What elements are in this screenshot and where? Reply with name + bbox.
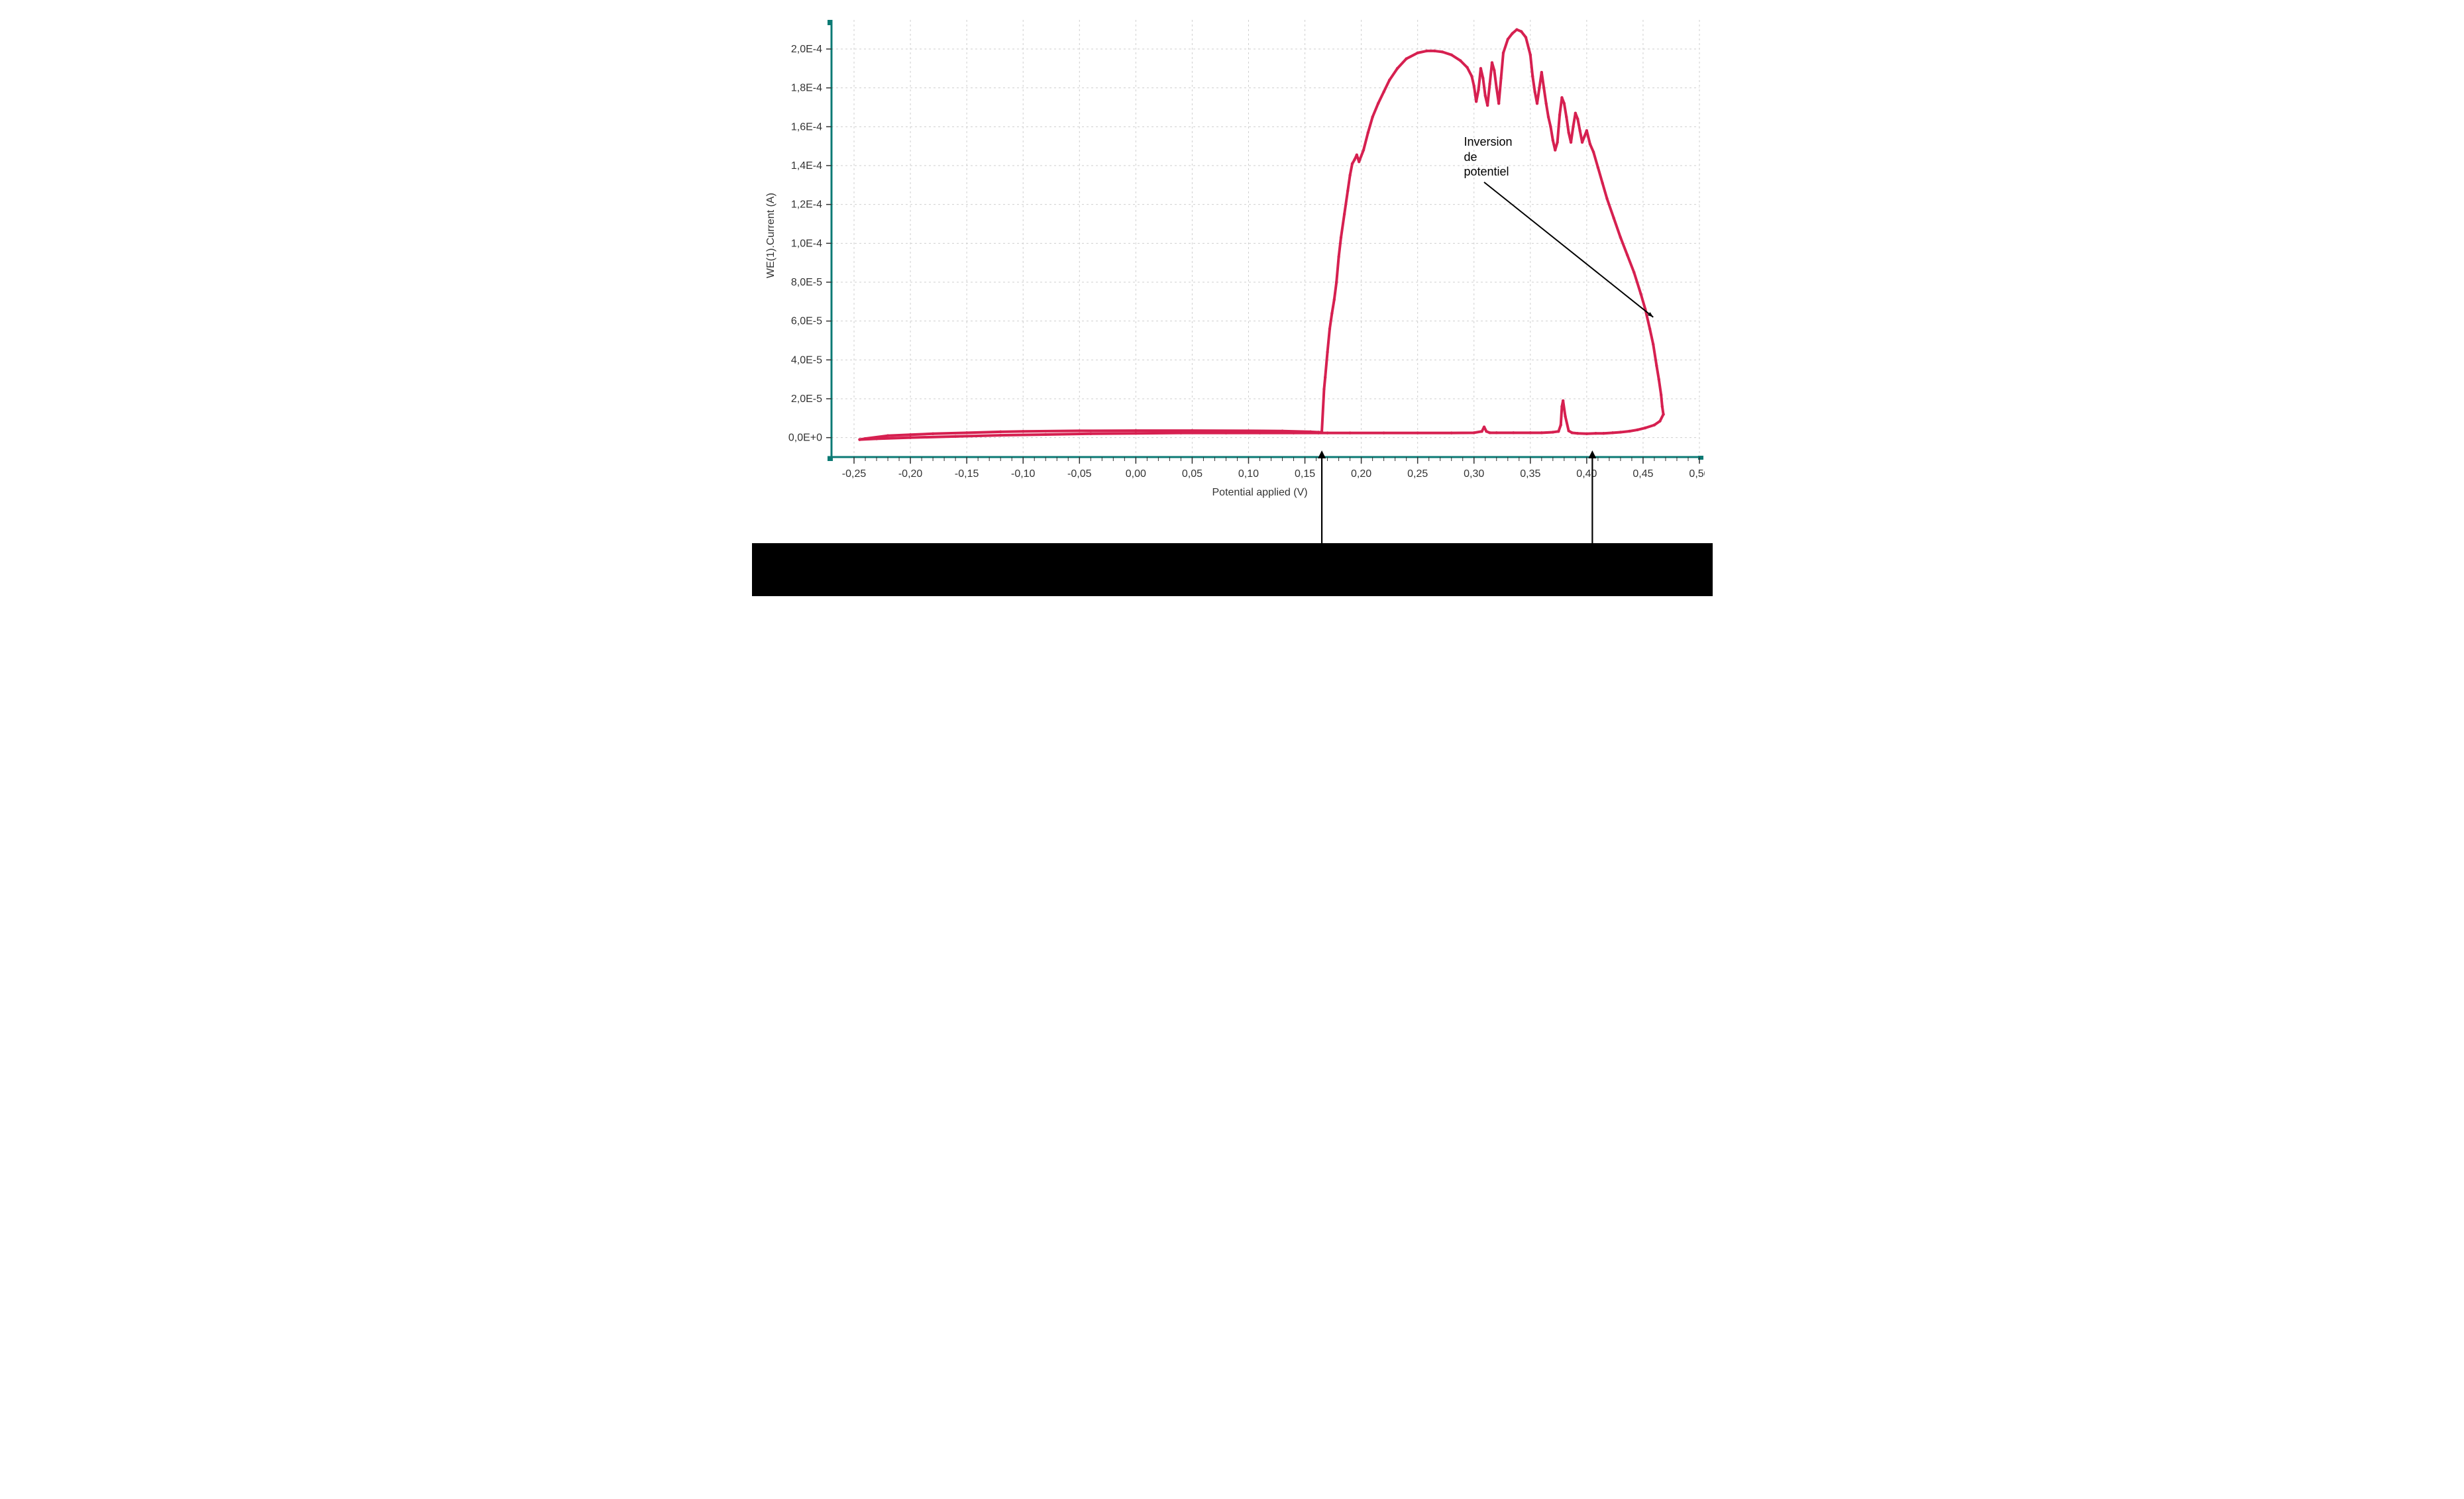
- svg-text:2,0E-5: 2,0E-5: [790, 393, 822, 405]
- svg-text:0,05: 0,05: [1181, 468, 1202, 480]
- svg-text:4,0E-5: 4,0E-5: [790, 354, 822, 366]
- svg-text:0,00: 0,00: [1125, 468, 1146, 480]
- svg-text:0,40: 0,40: [1576, 468, 1597, 480]
- annotation-inversion-l2: de: [1464, 150, 1477, 164]
- svg-text:1,8E-4: 1,8E-4: [790, 83, 822, 94]
- svg-text:8,0E-5: 8,0E-5: [790, 277, 822, 288]
- svg-text:0,10: 0,10: [1238, 468, 1258, 480]
- annotation-inversion: Inversion de potentiel: [1464, 134, 1513, 180]
- svg-text:1,4E-4: 1,4E-4: [790, 160, 822, 172]
- chart-svg: -0,25 -0,20 -0,15 -0,10 -0,05 0,00 0,05 0,10 0,1…: [752, 0, 1713, 596]
- svg-text:0,20: 0,20: [1351, 468, 1371, 480]
- bottom-black-band: [752, 543, 1713, 596]
- svg-text:6,0E-5: 6,0E-5: [790, 316, 822, 327]
- svg-text:-0,10: -0,10: [1010, 468, 1035, 480]
- annotation-inversion-l1: Inversion: [1464, 135, 1513, 148]
- svg-text:-0,15: -0,15: [954, 468, 979, 480]
- svg-text:1,6E-4: 1,6E-4: [790, 121, 822, 132]
- svg-text:0,15: 0,15: [1294, 468, 1314, 480]
- svg-text:1,0E-4: 1,0E-4: [790, 238, 822, 249]
- x-axis-label: Potential applied (V): [1212, 487, 1308, 499]
- svg-text:-0,20: -0,20: [898, 468, 922, 480]
- svg-text:-0,25: -0,25: [841, 468, 866, 480]
- svg-text:-0,05: -0,05: [1067, 468, 1092, 480]
- chart-container: -0,25 -0,20 -0,15 -0,10 -0,05 0,00 0,05 0,10 0,1…: [752, 0, 1713, 596]
- svg-text:0,35: 0,35: [1520, 468, 1540, 480]
- svg-text:0,25: 0,25: [1407, 468, 1428, 480]
- annotation-inversion-l3: potentiel: [1464, 165, 1509, 178]
- svg-text:0,30: 0,30: [1464, 468, 1484, 480]
- svg-text:0,45: 0,45: [1633, 468, 1653, 480]
- svg-text:1,2E-4: 1,2E-4: [790, 199, 822, 211]
- svg-text:2,0E-4: 2,0E-4: [790, 44, 822, 55]
- svg-text:0,0E+0: 0,0E+0: [788, 433, 822, 444]
- y-axis-label: WE(1).Current (A): [765, 193, 777, 278]
